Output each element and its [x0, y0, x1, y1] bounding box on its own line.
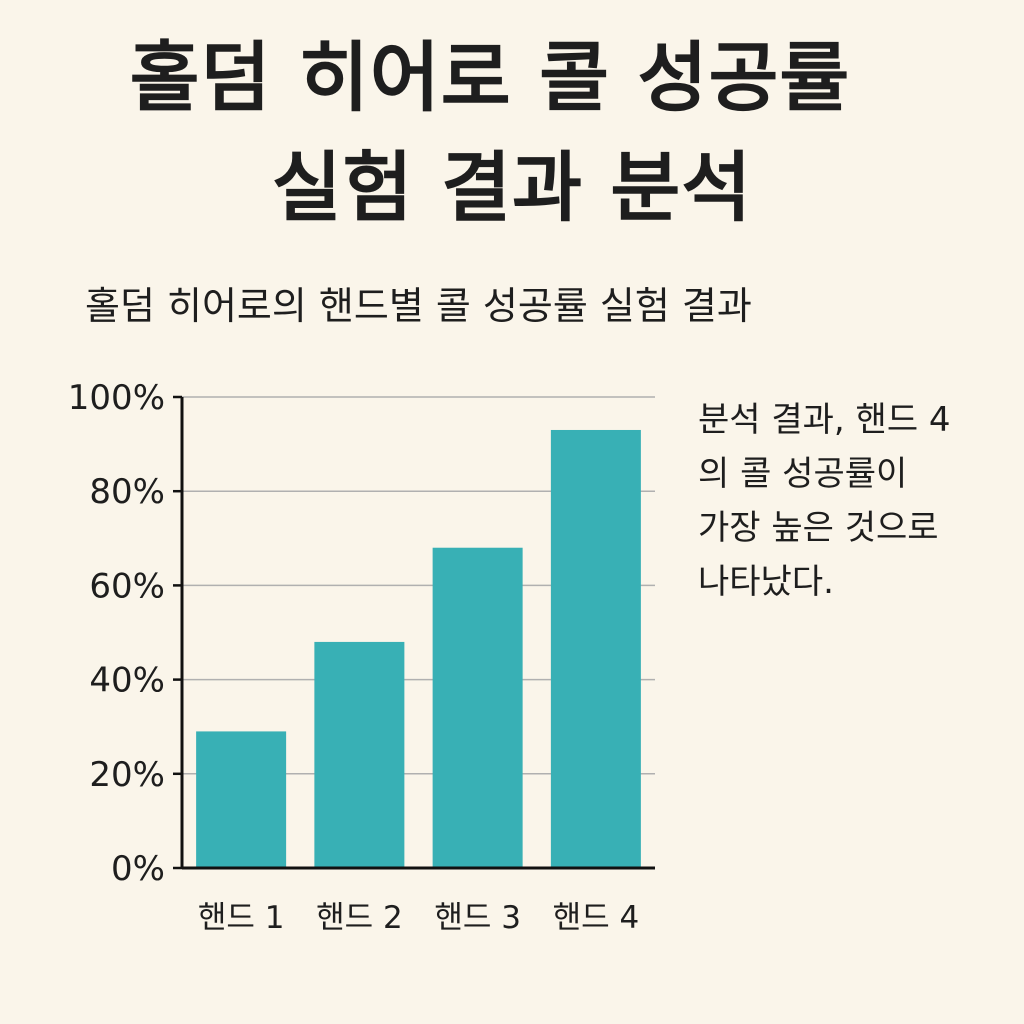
y-tick-label: 20% [89, 755, 165, 795]
bar [432, 547, 523, 868]
x-tick-label: 핸드 1 [198, 900, 285, 936]
analysis-annotation: 분석 결과, 핸드 4 의 콜 성공률이 가장 높은 것으로 나타났다. [698, 393, 998, 609]
bar [550, 429, 641, 868]
y-tick-label: 0% [111, 849, 165, 889]
annotation-line: 의 콜 성공률이 [698, 454, 908, 494]
bar [314, 641, 405, 868]
annotation-line: 분석 결과, 핸드 4 [698, 400, 951, 440]
x-tick-label: 핸드 4 [553, 900, 640, 936]
annotation-line: 가장 높은 것으로 [698, 508, 939, 548]
x-tick-label: 핸드 2 [316, 900, 403, 936]
chart-title-line-1: 홀덤 히어로 콜 성공률 [129, 33, 851, 122]
annotation-line: 나타났다. [698, 562, 834, 602]
axes [173, 395, 655, 870]
chart-title-line-2: 실험 결과 분석 [271, 143, 753, 232]
y-tick-label: 60% [89, 566, 165, 606]
chart-subtitle: 홀덤 히어로의 핸드별 콜 성공률 실험 결과 [85, 284, 752, 328]
y-tick-label: 40% [89, 661, 165, 701]
y-tick-label: 80% [89, 472, 165, 512]
bars [196, 429, 641, 868]
y-tick-label: 100% [68, 378, 165, 418]
bar [196, 731, 287, 868]
x-tick-label: 핸드 3 [434, 900, 521, 936]
x-tick-labels: 핸드 1 핸드 2 핸드 3 핸드 4 [198, 900, 639, 936]
y-tick-labels: 0% 20% 40% 60% 80% 100% [68, 378, 165, 889]
